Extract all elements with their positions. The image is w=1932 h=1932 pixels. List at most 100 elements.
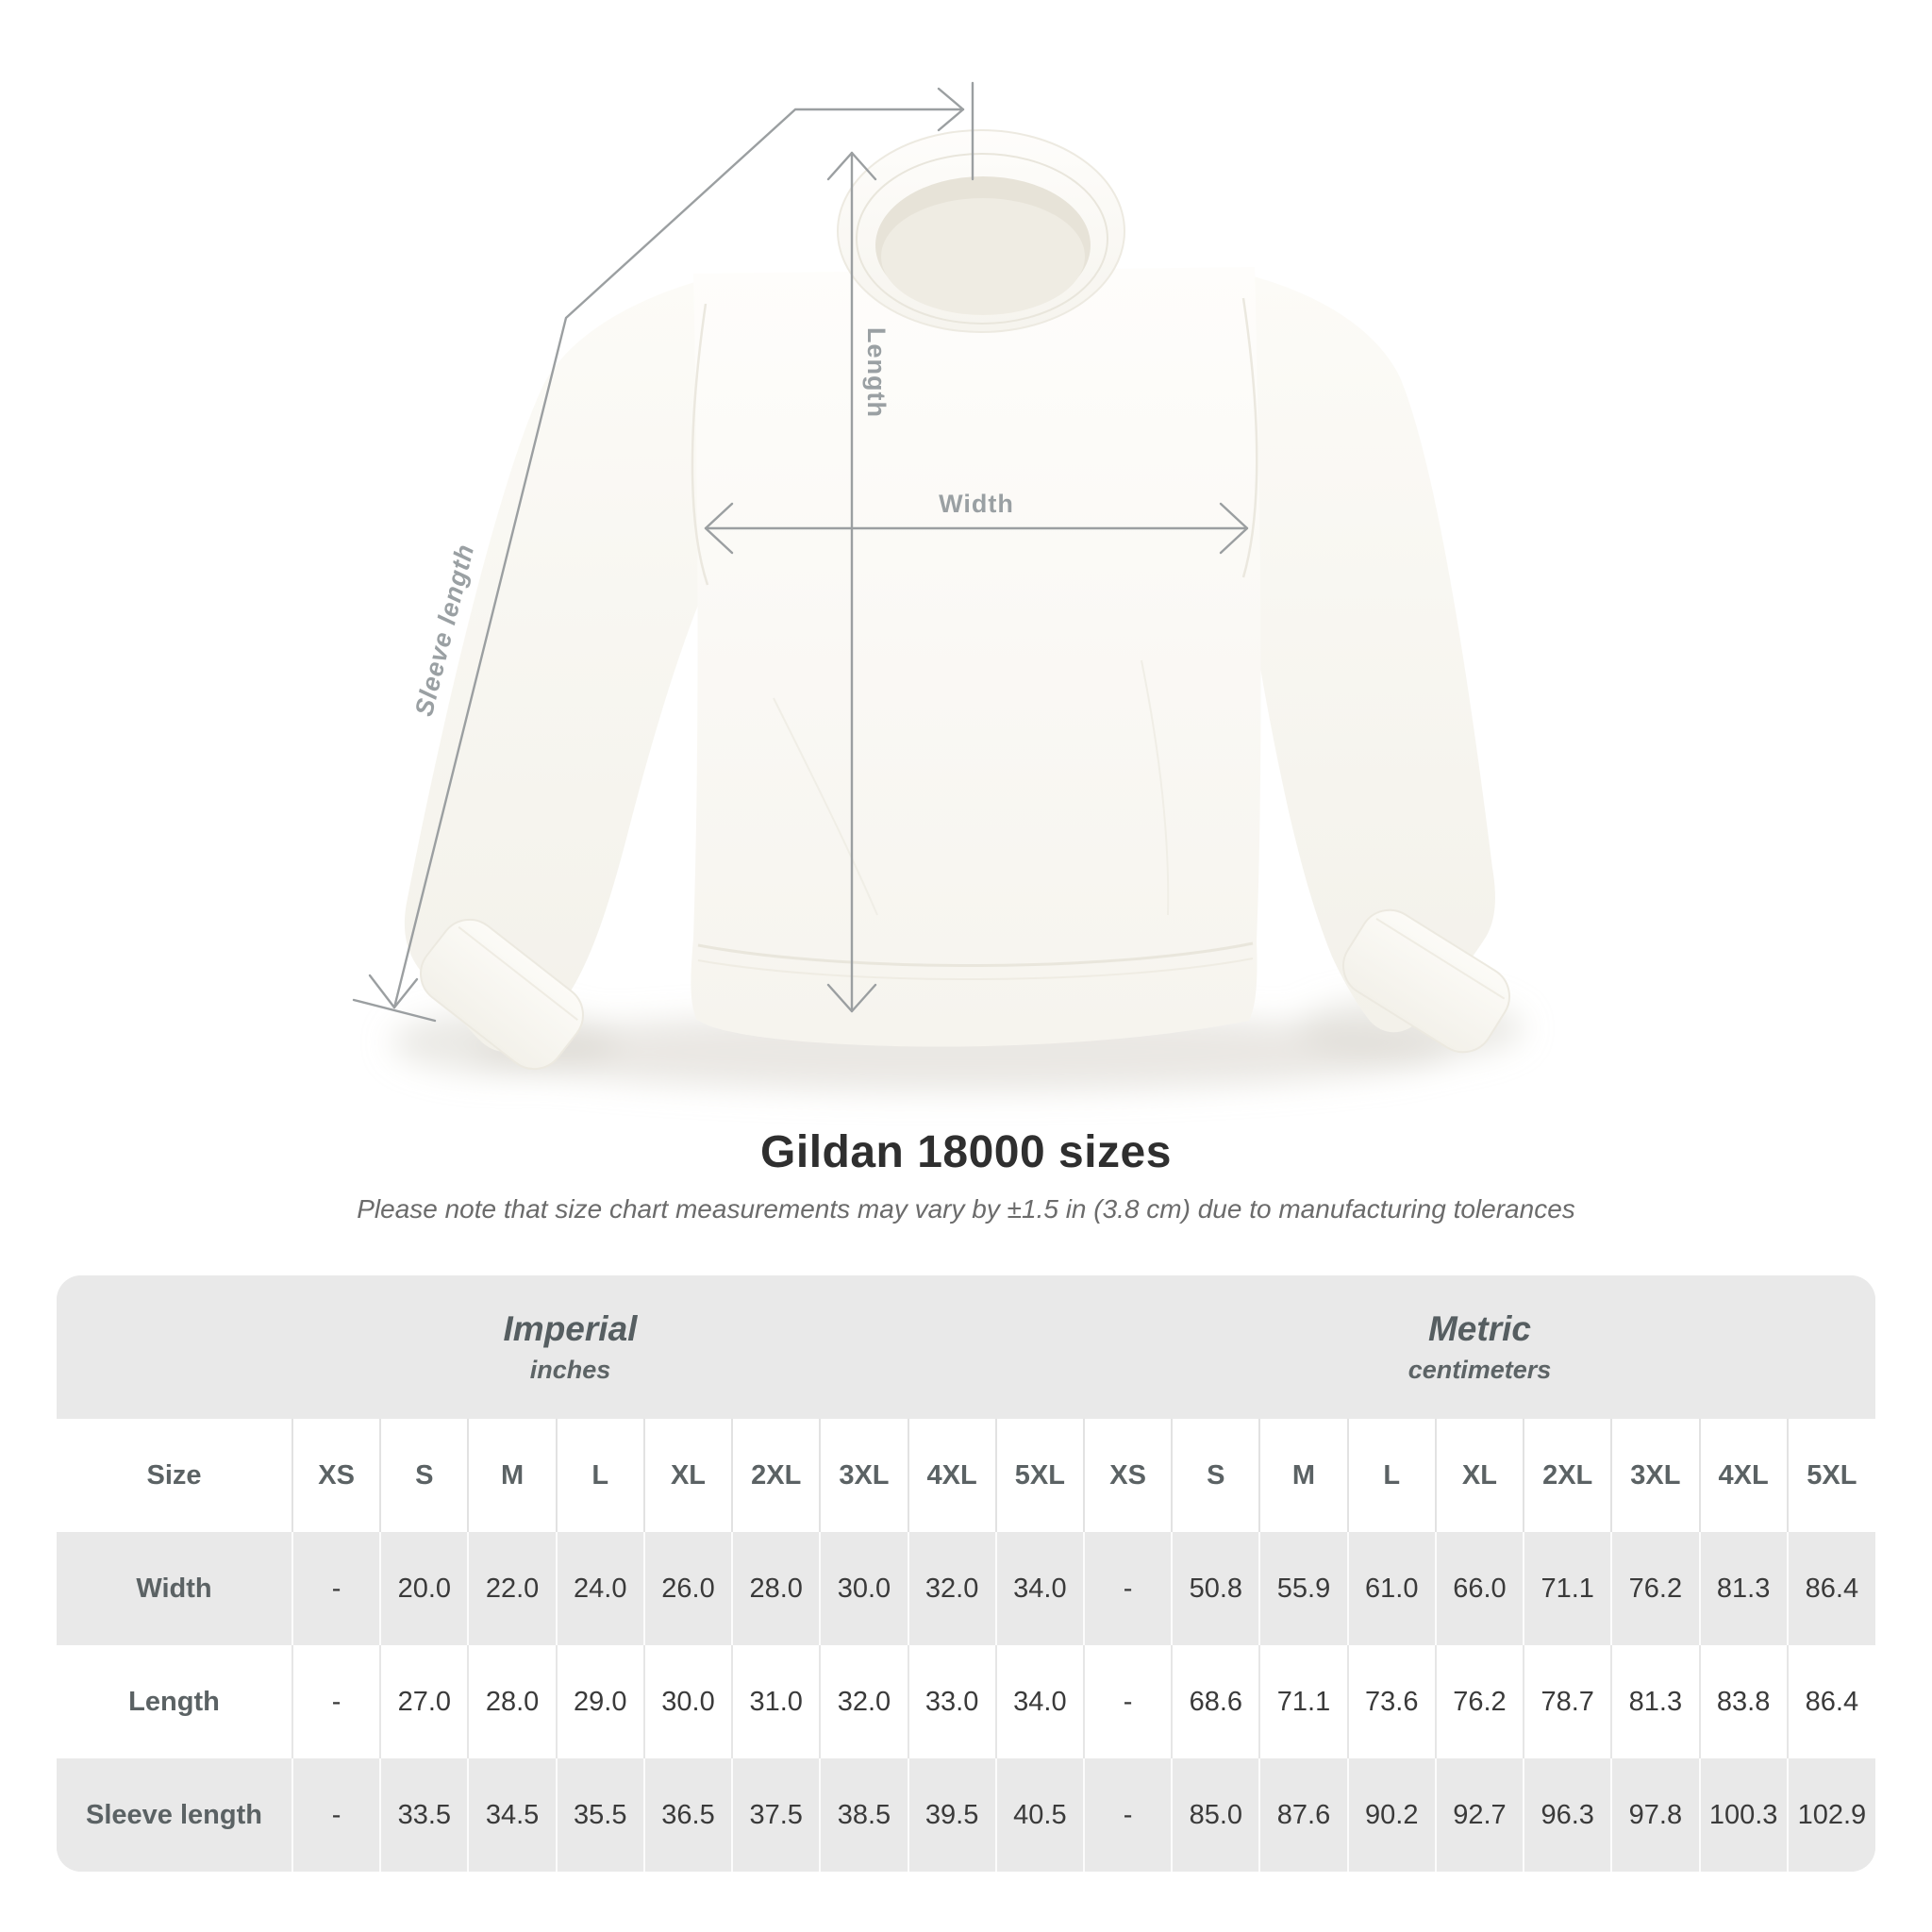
size-col-header-imperial-3xl: 3XL <box>819 1419 908 1532</box>
sweatshirt-diagram: Length Width Sleeve length <box>352 81 1524 1091</box>
left-armhole-seam <box>691 303 709 586</box>
value-cell-metric: 100.3 <box>1698 1758 1788 1872</box>
sweatshirt-illustration <box>404 129 1510 1071</box>
value-cell-imperial: 22.0 <box>467 1532 557 1645</box>
size-col-header-imperial-4xl: 4XL <box>907 1419 996 1532</box>
value-cell-metric: 66.0 <box>1434 1532 1524 1645</box>
size-col-header-imperial-l: L <box>555 1419 644 1532</box>
size-col-header-metric-m: M <box>1258 1419 1348 1532</box>
size-col-header-metric-5xl: 5XL <box>1786 1419 1875 1532</box>
value-cell-imperial: 35.5 <box>555 1758 644 1872</box>
value-cell-metric: - <box>1082 1645 1173 1758</box>
length-arrow <box>826 151 877 1013</box>
value-cell-imperial: 28.0 <box>731 1532 821 1645</box>
size-col-header-metric-s: S <box>1171 1419 1260 1532</box>
hem-seam <box>697 941 1254 968</box>
value-cell-metric: 55.9 <box>1258 1532 1348 1645</box>
measurement-row: Width -20.0 22.0 24.0 26.0 28.0 30.0 32.0 34.0-5… <box>57 1532 1875 1645</box>
value-cell-imperial: 34.0 <box>994 1645 1084 1758</box>
cuff-tick <box>352 998 437 1023</box>
size-col-header-metric-2xl: 2XL <box>1523 1419 1612 1532</box>
size-col-header-imperial-s: S <box>379 1419 469 1532</box>
value-cell-metric: 86.4 <box>1786 1532 1875 1645</box>
value-cell-imperial: 32.0 <box>907 1532 996 1645</box>
value-cell-metric: 81.3 <box>1698 1532 1788 1645</box>
value-cell-metric: 86.4 <box>1786 1645 1875 1758</box>
size-col-header-metric-xl: XL <box>1434 1419 1524 1532</box>
value-cell-metric: - <box>1082 1532 1173 1645</box>
unit-sublabel: centimeters <box>1407 1355 1552 1384</box>
right-cuff <box>1342 908 1510 1054</box>
collar <box>837 129 1125 333</box>
size-col-header-imperial-m: M <box>467 1419 557 1532</box>
size-col-header-metric-4xl: 4XL <box>1698 1419 1788 1532</box>
value-cell-metric: 50.8 <box>1171 1532 1260 1645</box>
row-label: Length <box>57 1645 292 1758</box>
value-cell-metric: 102.9 <box>1786 1758 1875 1872</box>
page-title: Gildan 18000 sizes <box>760 1127 1172 1177</box>
value-cell-metric: 92.7 <box>1434 1758 1524 1872</box>
value-cell-metric: - <box>1082 1758 1173 1872</box>
value-cell-imperial: 27.0 <box>379 1645 469 1758</box>
size-col-header-imperial-xs: XS <box>291 1419 381 1532</box>
value-cell-imperial: 20.0 <box>379 1532 469 1645</box>
size-chart: Imperial inches Metric centimeters Size XS S M L… <box>57 1275 1875 1872</box>
unit-label: Metric <box>1427 1309 1531 1349</box>
torso <box>691 267 1261 1047</box>
left-cuff <box>420 918 584 1071</box>
size-col-header-metric-l: L <box>1346 1419 1436 1532</box>
size-col-header-metric-3xl: 3XL <box>1610 1419 1700 1532</box>
right-armhole-seam <box>1241 297 1258 578</box>
right-sleeve <box>1243 275 1495 1033</box>
value-cell-metric: 97.8 <box>1610 1758 1700 1872</box>
value-cell-metric: 85.0 <box>1171 1758 1260 1872</box>
sleeve-length-arrow <box>352 81 974 1023</box>
value-cell-metric: 71.1 <box>1523 1532 1612 1645</box>
size-col-header-imperial-5xl: 5XL <box>994 1419 1084 1532</box>
value-cell-imperial: 34.0 <box>994 1532 1084 1645</box>
measurement-row: Sleeve length -33.5 34.5 35.5 36.5 37.5 38.5 39… <box>57 1758 1875 1872</box>
value-cell-metric: 87.6 <box>1258 1758 1348 1872</box>
value-cell-metric: 68.6 <box>1171 1645 1260 1758</box>
value-cell-imperial: 40.5 <box>994 1758 1084 1872</box>
value-cell-metric: 71.1 <box>1258 1645 1348 1758</box>
value-cell-imperial: 33.5 <box>379 1758 469 1872</box>
value-cell-imperial: 34.5 <box>467 1758 557 1872</box>
value-cell-imperial: 36.5 <box>642 1758 733 1872</box>
title-block: Gildan 18000 sizes <box>0 1127 1932 1178</box>
width-label: Width <box>939 490 1014 518</box>
value-cell-imperial: - <box>291 1532 381 1645</box>
size-col-header-imperial-2xl: 2XL <box>731 1419 821 1532</box>
row-label: Width <box>57 1532 292 1645</box>
product-photo-section: Length Width Sleeve length <box>352 81 1524 1091</box>
hem-seam-2 <box>697 958 1254 981</box>
value-cell-metric: 83.8 <box>1698 1645 1788 1758</box>
value-cell-metric: 76.2 <box>1434 1645 1524 1758</box>
value-cell-metric: 78.7 <box>1523 1645 1612 1758</box>
measurement-row: Length -27.0 28.0 29.0 30.0 31.0 32.0 33.0 34.0-… <box>57 1645 1875 1758</box>
value-cell-imperial: 30.0 <box>642 1645 733 1758</box>
size-table-body: Imperial inches Metric centimeters Size XS S M L… <box>57 1275 1875 1872</box>
corner-header: Size <box>57 1419 292 1532</box>
measurement-annotations <box>352 81 1249 1023</box>
unit-group-imperial: Imperial inches <box>57 1275 1084 1419</box>
value-cell-imperial: - <box>291 1758 381 1872</box>
value-cell-metric: 61.0 <box>1346 1532 1436 1645</box>
row-label: Sleeve length <box>57 1758 292 1872</box>
unit-sublabel: inches <box>529 1355 611 1384</box>
value-cell-imperial: 28.0 <box>467 1645 557 1758</box>
value-cell-imperial: 37.5 <box>731 1758 821 1872</box>
page-subtitle: Please note that size chart measurements… <box>357 1194 1575 1224</box>
value-cell-imperial: 39.5 <box>907 1758 996 1872</box>
value-cell-imperial: 30.0 <box>819 1532 908 1645</box>
value-cell-metric: 96.3 <box>1523 1758 1612 1872</box>
crease <box>773 697 878 916</box>
value-cell-imperial: 24.0 <box>555 1532 644 1645</box>
value-cell-imperial: 26.0 <box>642 1532 733 1645</box>
size-col-header-imperial-xl: XL <box>642 1419 733 1532</box>
unit-header-row: Imperial inches Metric centimeters <box>57 1275 1875 1419</box>
value-cell-metric: 73.6 <box>1346 1645 1436 1758</box>
unit-group-metric: Metric centimeters <box>1083 1275 1875 1419</box>
value-cell-metric: 81.3 <box>1610 1645 1700 1758</box>
size-header-row: Size XS S M L XL 2XL 3XL 4XL 5XL XS S M L XL 2XL 3XL 4XL 5… <box>57 1419 1875 1532</box>
